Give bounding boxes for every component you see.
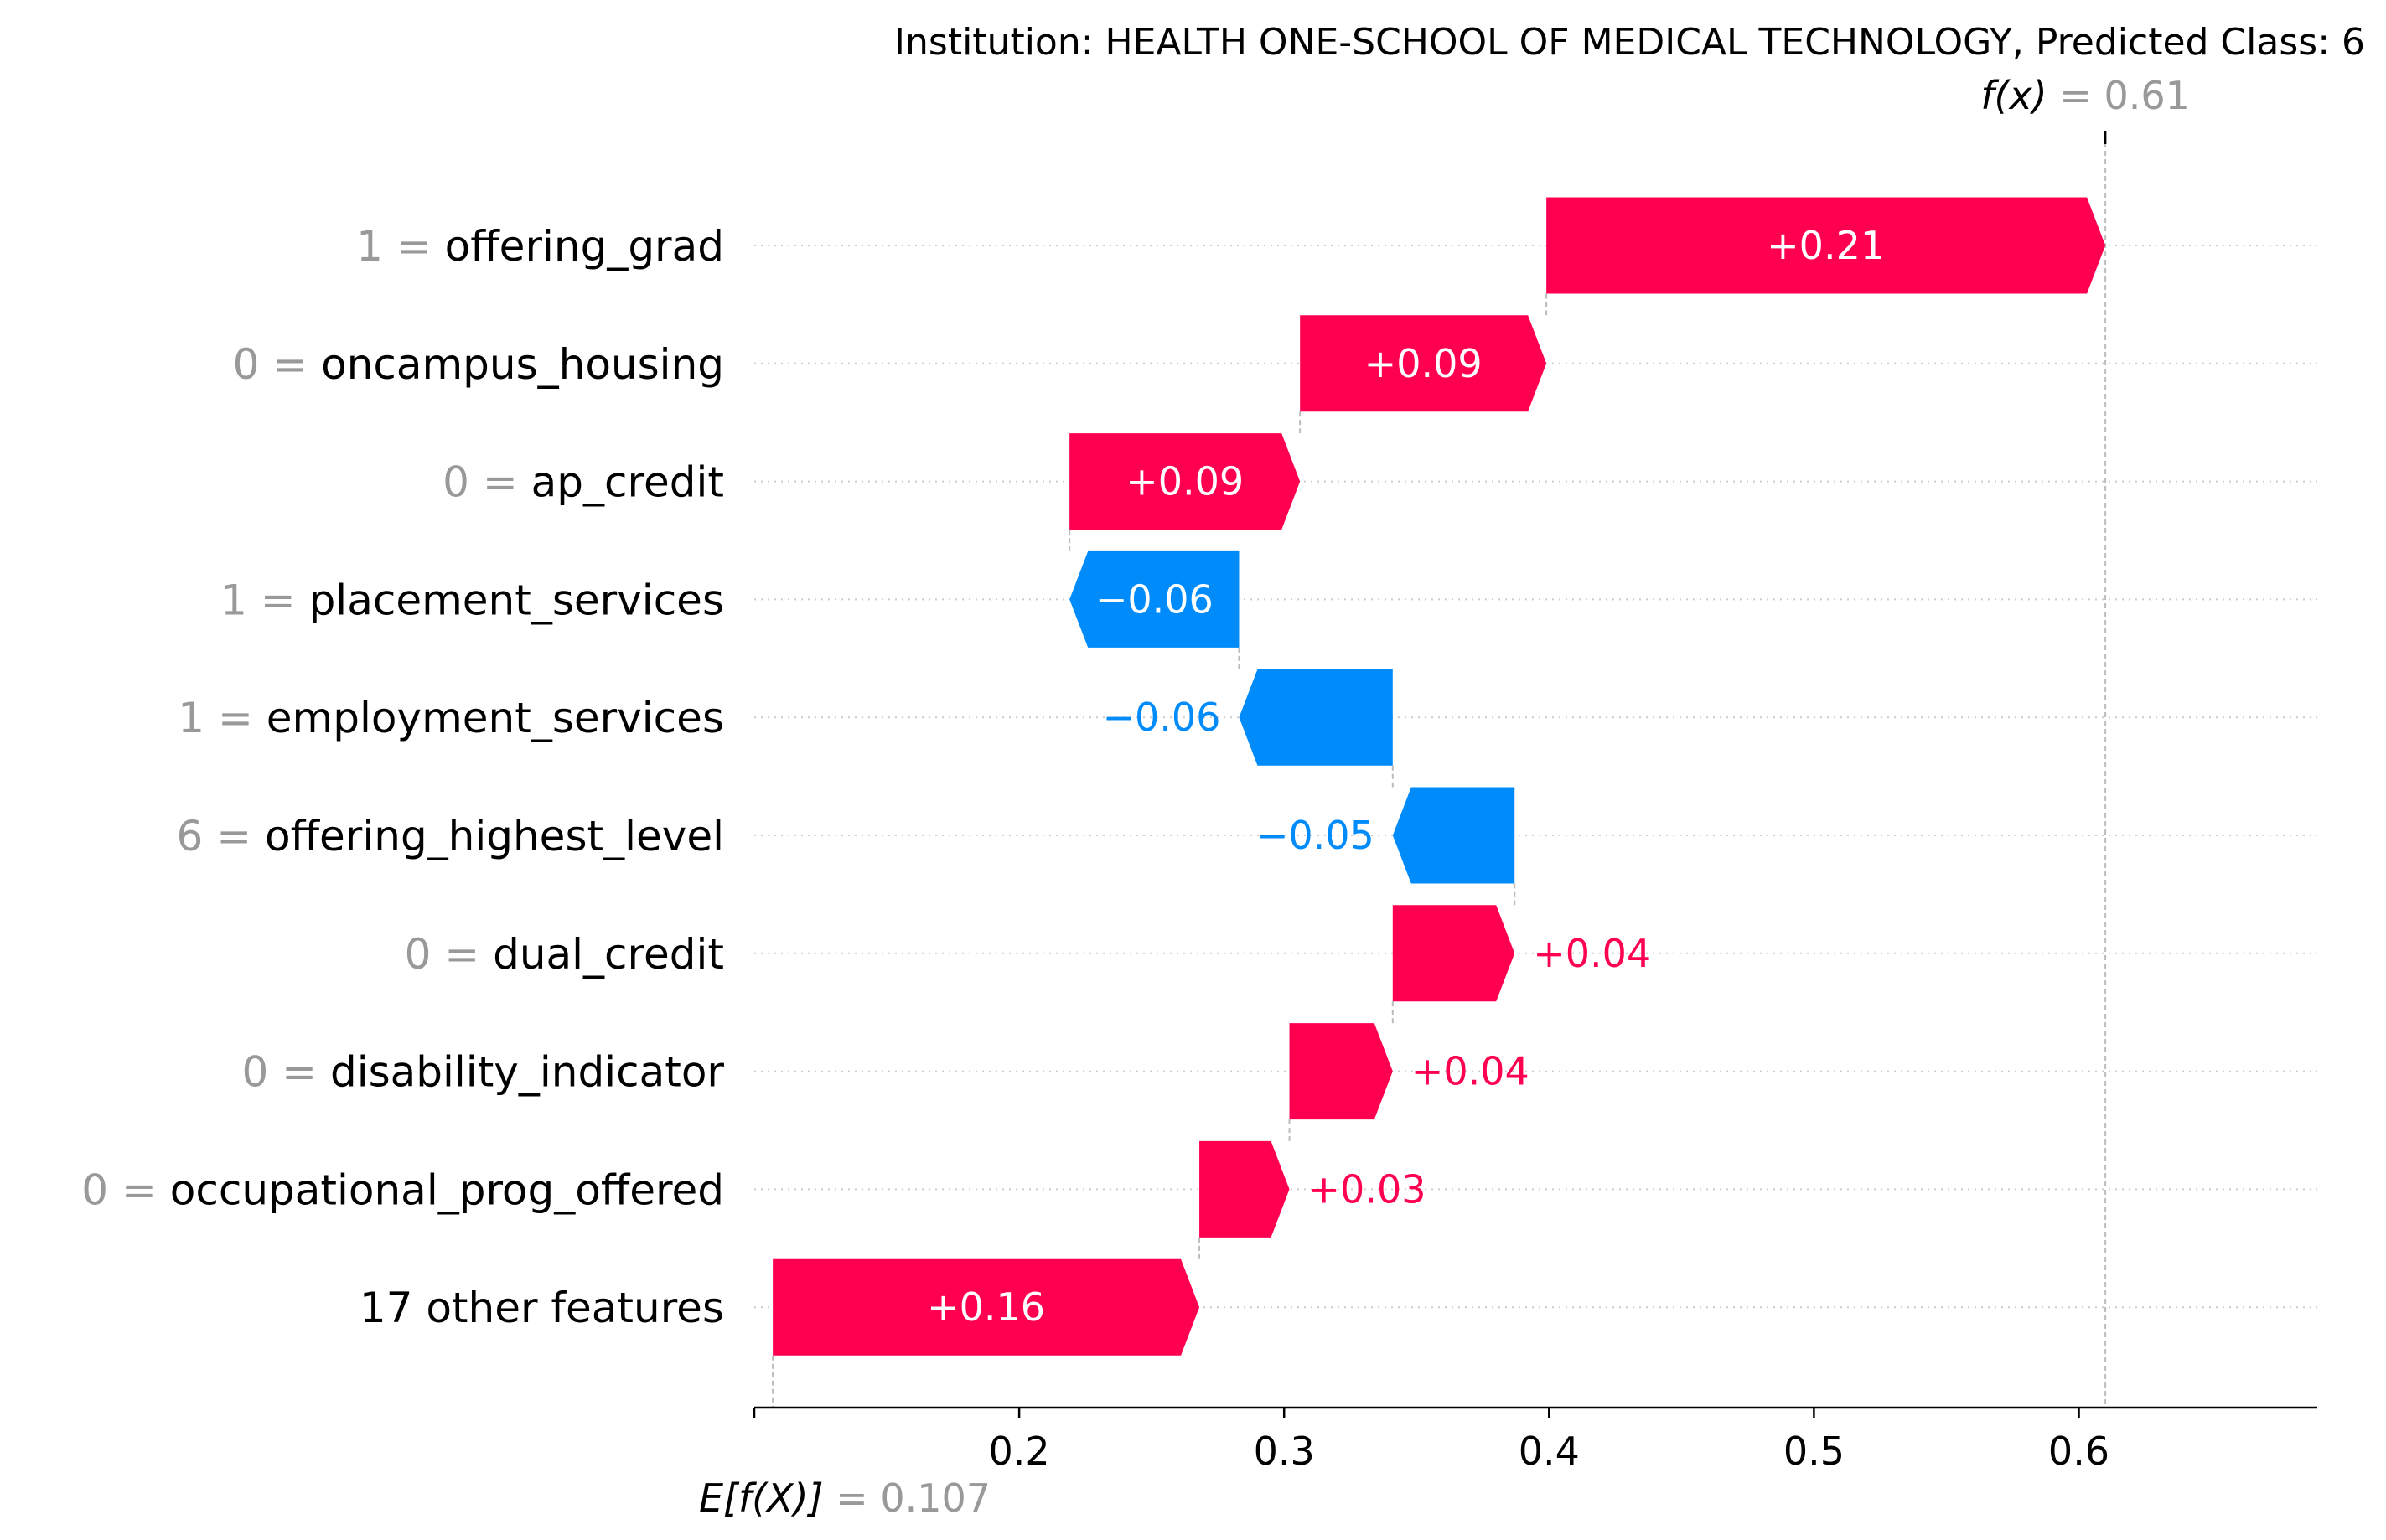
feature-value: 6 = (177, 812, 266, 860)
feature-value: 1 = (356, 222, 445, 271)
output-label: f(x) (1980, 73, 2059, 118)
bar-value-label: +0.21 (1767, 223, 1885, 268)
feature-value: 0 = (443, 458, 531, 507)
contribution-bar (1546, 197, 2106, 294)
feature-name: occupational_prog_offered (170, 1165, 724, 1214)
feature-name: offering_grad (445, 222, 724, 271)
contribution-bar (1199, 1140, 1290, 1238)
x-tick-label: 0.5 (1783, 1429, 1845, 1474)
base-annotation: E[f(X)] = 0.107 (699, 1475, 991, 1521)
base-value-label: E[f(X)] = 0.107 (699, 1475, 991, 1521)
feature-name: disability_indicator (330, 1048, 724, 1097)
feature-value: 1 = (178, 694, 267, 742)
feature-label: 0 = ap_credit (443, 458, 724, 507)
feature-label: 6 = offering_highest_level (177, 812, 725, 860)
row-gridlines (754, 245, 2317, 1309)
feature-label: 0 = dual_credit (405, 930, 724, 979)
x-tick-label: 0.2 (989, 1429, 1050, 1474)
bar-value-label: −0.06 (1102, 695, 1220, 740)
feature-value: 0 = (233, 340, 322, 389)
feature-name: dual_credit (493, 930, 724, 979)
bar-value-label: +0.09 (1364, 341, 1483, 386)
bar-value-label: +0.03 (1308, 1166, 1426, 1212)
feature-name: offering_highest_level (265, 812, 724, 860)
contribution-bar (773, 1258, 1200, 1356)
output-value: = 0.61 (2059, 73, 2190, 118)
bar-value-label: −0.06 (1095, 576, 1214, 622)
feature-name: oncampus_housing (321, 340, 724, 389)
x-tick-label: 0.4 (1519, 1429, 1580, 1474)
x-axis: 0.2 0.3 0.4 0.5 0.6 (753, 1406, 2317, 1474)
contribution-bar (1300, 315, 1547, 412)
feature-name: placement_services (309, 576, 724, 624)
base-value: = 0.107 (836, 1475, 991, 1521)
feature-label: 0 = occupational_prog_offered (81, 1165, 724, 1214)
bar-value-label: +0.04 (1533, 931, 1651, 976)
feature-label: 1 = placement_services (220, 576, 724, 624)
output-annotation: f(x) = 0.61 (1980, 73, 2190, 144)
chart-title: Institution: HEALTH ONE-SCHOOL OF MEDICA… (894, 21, 2365, 64)
feature-label: 17 other features (360, 1284, 724, 1332)
contribution-bars: +0.21 +0.09 +0.09 −0.06 −0.06 −0.05 +0.04 +0.04… (773, 197, 2106, 1356)
feature-label: 0 = disability_indicator (241, 1048, 724, 1097)
bar-value-label: +0.04 (1411, 1049, 1529, 1094)
feature-name: ap_credit (531, 458, 724, 507)
bar-value-label: −0.05 (1256, 813, 1374, 858)
feature-name: employment_services (267, 694, 724, 742)
contribution-bar (1069, 550, 1240, 648)
feature-value: 0 = (241, 1048, 330, 1097)
contribution-bar (1239, 669, 1393, 766)
base-label: E[f(X)] (699, 1475, 836, 1521)
feature-label: 1 = employment_services (178, 694, 724, 742)
contribution-bar (1392, 787, 1515, 884)
feature-label: 0 = oncampus_housing (233, 340, 724, 389)
bar-value-label: +0.09 (1126, 459, 1244, 504)
feature-label: 1 = offering_grad (356, 222, 724, 271)
feature-value: 1 = (220, 576, 309, 624)
contribution-bar (1289, 1023, 1393, 1120)
x-tick-label: 0.3 (1254, 1429, 1315, 1474)
feature-value: 0 = (405, 930, 494, 979)
bar-value-label: +0.16 (927, 1284, 1045, 1330)
connector-lines (772, 134, 2107, 1408)
contribution-bar (1069, 433, 1301, 530)
contribution-bar (1392, 905, 1515, 1002)
feature-value: 0 = (81, 1165, 170, 1214)
output-value-label: f(x) = 0.61 (1980, 73, 2190, 118)
x-tick-label: 0.6 (2048, 1429, 2109, 1474)
